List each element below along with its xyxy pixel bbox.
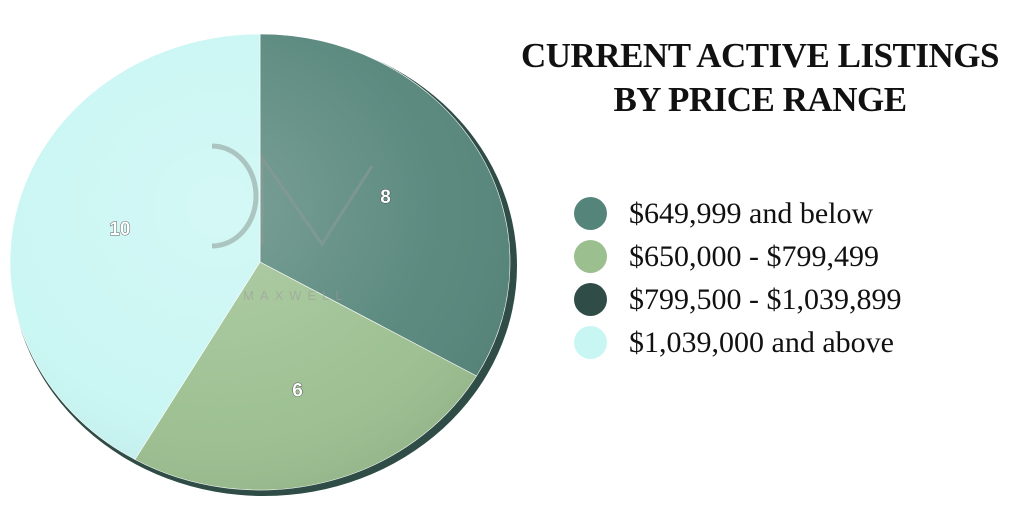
slice-data-label: 6 [292,381,303,402]
legend-label: $799,500 - $1,039,899 [629,282,902,316]
slice-labels: 8 6 10 [109,186,391,402]
watermark-text: MAXWELL [243,288,349,303]
legend-label: $650,000 - $799,499 [629,239,879,273]
chart-title: CURRENT ACTIVE LISTINGS BY PRICE RANGE [520,34,1000,122]
slice-data-label: 8 [380,187,391,208]
legend-swatch [574,326,607,359]
legend-swatch [574,197,607,230]
legend-item: $799,500 - $1,039,899 [574,278,1014,321]
legend-item: $649,999 and below [574,192,1014,235]
watermark-m-mark [260,153,374,247]
chart-title-line-2: BY PRICE RANGE [613,80,907,119]
legend-item: $1,039,000 and above [574,321,1014,364]
legend-swatch [574,240,607,273]
watermark-d-mark [211,143,259,249]
slice-data-label: 10 [109,219,130,240]
legend-label: $1,039,000 and above [629,325,894,359]
legend: $649,999 and below $650,000 - $799,499 $… [574,192,1014,364]
pie-slices [9,33,511,491]
pie-chart: MAXWELL 8 6 10 [9,33,517,496]
legend-label: $649,999 and below [629,196,874,230]
chart-title-line-1: CURRENT ACTIVE LISTINGS [520,36,1000,75]
legend-item: $650,000 - $799,499 [574,235,1014,278]
legend-swatch [574,283,607,316]
watermark: MAXWELL [211,143,374,303]
